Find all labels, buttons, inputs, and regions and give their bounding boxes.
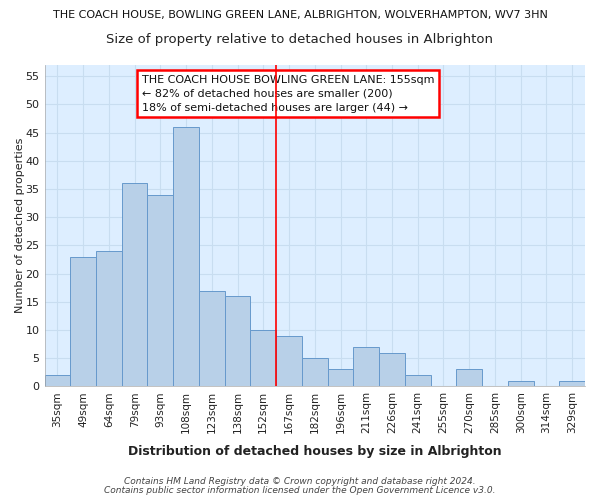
Bar: [122, 184, 148, 386]
Bar: [276, 336, 302, 386]
Bar: [199, 290, 224, 386]
Bar: [173, 127, 199, 386]
Text: Contains public sector information licensed under the Open Government Licence v3: Contains public sector information licen…: [104, 486, 496, 495]
Bar: [96, 251, 122, 386]
Bar: [379, 352, 405, 386]
Bar: [559, 381, 585, 386]
Bar: [250, 330, 276, 386]
Bar: [148, 194, 173, 386]
Text: Contains HM Land Registry data © Crown copyright and database right 2024.: Contains HM Land Registry data © Crown c…: [124, 477, 476, 486]
Bar: [508, 381, 533, 386]
Text: THE COACH HOUSE, BOWLING GREEN LANE, ALBRIGHTON, WOLVERHAMPTON, WV7 3HN: THE COACH HOUSE, BOWLING GREEN LANE, ALB…: [53, 10, 547, 20]
Bar: [302, 358, 328, 386]
Bar: [44, 375, 70, 386]
Bar: [405, 375, 431, 386]
X-axis label: Distribution of detached houses by size in Albrighton: Distribution of detached houses by size …: [128, 444, 502, 458]
Bar: [353, 347, 379, 387]
Text: Size of property relative to detached houses in Albrighton: Size of property relative to detached ho…: [107, 32, 493, 46]
Bar: [457, 370, 482, 386]
Bar: [70, 256, 96, 386]
Bar: [328, 370, 353, 386]
Bar: [224, 296, 250, 386]
Y-axis label: Number of detached properties: Number of detached properties: [15, 138, 25, 314]
Text: THE COACH HOUSE BOWLING GREEN LANE: 155sqm
← 82% of detached houses are smaller : THE COACH HOUSE BOWLING GREEN LANE: 155s…: [142, 74, 434, 112]
